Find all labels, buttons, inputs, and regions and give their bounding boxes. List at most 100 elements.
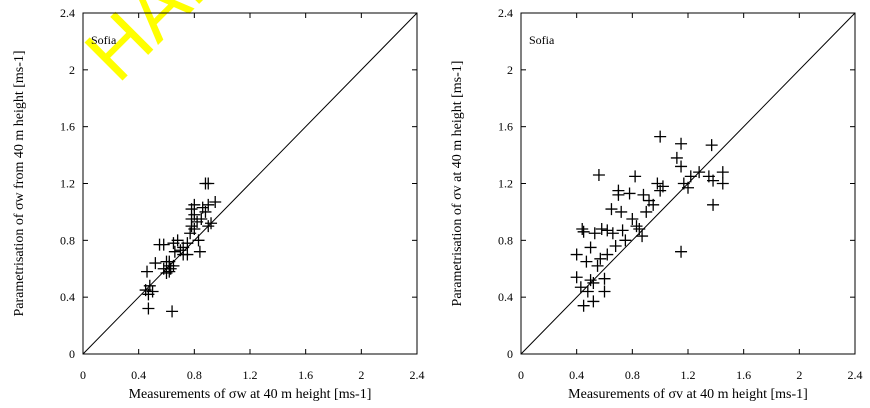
point [606, 227, 619, 240]
point [647, 198, 660, 211]
point [202, 177, 215, 190]
point [160, 255, 173, 268]
point [157, 238, 170, 251]
x-axis-label: Measurements of σw at 40 m height [ms-1] [129, 387, 372, 402]
point [619, 234, 632, 247]
point [587, 295, 600, 308]
point [581, 285, 594, 298]
point [609, 240, 622, 253]
point [684, 170, 697, 183]
point [675, 245, 688, 258]
y-tick-label: 0 [69, 347, 75, 361]
y-tick-label: 2.4 [60, 6, 75, 20]
point [637, 188, 650, 201]
point [199, 205, 212, 218]
point [693, 166, 706, 179]
point [209, 195, 222, 208]
point [592, 168, 605, 181]
point [616, 224, 629, 237]
x-tick-label: 1.2 [681, 368, 696, 382]
point [171, 234, 184, 247]
x-tick-label: 0.8 [187, 368, 202, 382]
point [595, 222, 608, 235]
y-tick-label: 1.2 [498, 177, 513, 191]
point [675, 160, 688, 173]
point [601, 248, 614, 261]
annotation: Sofia [529, 33, 555, 47]
point [177, 248, 190, 261]
point [651, 177, 664, 190]
x-tick-label: 0.8 [625, 368, 640, 382]
point [168, 245, 181, 258]
point [166, 305, 179, 318]
point [594, 252, 607, 265]
x-tick-label: 0 [518, 368, 524, 382]
y-tick-label: 1.6 [498, 120, 513, 134]
point [167, 259, 180, 272]
point [164, 262, 177, 275]
point [188, 198, 201, 211]
x-axis-label: Measurements of σv at 40 m height [ms-1] [568, 387, 808, 402]
point [636, 230, 649, 243]
point [626, 213, 639, 226]
x-tick-label: 2 [358, 368, 364, 382]
point [192, 234, 205, 247]
y-tick-label: 0 [507, 347, 513, 361]
y-tick-label: 1.6 [60, 120, 75, 134]
identity-line [82, 12, 418, 355]
x-tick-label: 2.4 [848, 368, 863, 382]
y-tick-label: 1.2 [60, 177, 75, 191]
point [584, 241, 597, 254]
x-tick-label: 1.6 [736, 368, 751, 382]
point [675, 137, 688, 150]
point [716, 177, 729, 190]
point [640, 205, 653, 218]
point [202, 220, 215, 233]
point [193, 245, 206, 258]
point [143, 279, 156, 292]
point [716, 166, 729, 179]
point [149, 257, 162, 270]
point [188, 222, 201, 235]
point [142, 302, 155, 315]
point [587, 276, 600, 289]
point [705, 139, 718, 152]
point [605, 203, 618, 216]
x-tick-label: 0 [80, 368, 86, 382]
point [598, 285, 611, 298]
point [574, 281, 587, 294]
point [205, 217, 218, 230]
point [181, 237, 194, 250]
y-axis-label: Parametrisation of σv at 40 m height [ms… [450, 61, 465, 307]
y-tick-label: 0.4 [60, 290, 75, 304]
point [588, 227, 601, 240]
x-tick-label: 0.4 [131, 368, 146, 382]
y-tick-label: 2 [507, 63, 513, 77]
point [656, 180, 669, 193]
point [576, 222, 589, 235]
watermark: HAL [68, 0, 238, 97]
point [615, 205, 628, 218]
point [146, 285, 159, 298]
x-tick-label: 2 [796, 368, 802, 382]
point [577, 299, 590, 312]
point [598, 272, 611, 285]
point [629, 170, 642, 183]
point [633, 222, 646, 235]
point [630, 220, 643, 233]
point [707, 198, 720, 211]
x-tick-label: 2.4 [410, 368, 425, 382]
y-tick-label: 0.4 [498, 290, 513, 304]
y-tick-label: 2 [69, 63, 75, 77]
point [707, 174, 720, 187]
point [584, 274, 597, 287]
point [195, 213, 208, 226]
annotation: Sofia [91, 33, 117, 47]
x-tick-label: 1.6 [298, 368, 313, 382]
point [202, 198, 215, 211]
point [580, 255, 593, 268]
point [141, 265, 154, 278]
point [670, 151, 683, 164]
